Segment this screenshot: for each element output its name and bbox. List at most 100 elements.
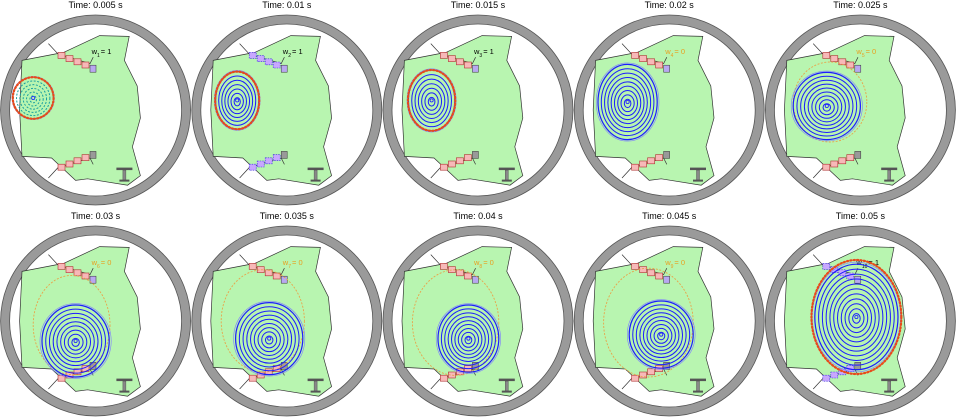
pf-coil: [830, 371, 839, 379]
flux-contour: [811, 91, 843, 123]
beam-base: [310, 179, 321, 182]
flux-contour: [26, 91, 41, 107]
plasma-flux-surfaces: [790, 70, 863, 142]
magnetic-axis: [625, 100, 630, 105]
flux-contour: [457, 327, 480, 352]
support-beam-icon: [307, 378, 324, 393]
separatrix: [39, 303, 112, 379]
flux-contour: [230, 92, 244, 111]
pf-coil: [272, 154, 281, 161]
plasma-flux-surfaces: [233, 300, 306, 377]
control-coil: [663, 64, 670, 73]
pf-coil: [448, 371, 456, 379]
flux-contour: [635, 308, 687, 362]
lower-coil-stack: [812, 151, 862, 179]
lower-coil-stack: [621, 151, 670, 179]
flux-contour: [833, 288, 880, 348]
pf-coil: [639, 160, 647, 168]
control-coil: [472, 275, 479, 284]
weight-symbol: w: [855, 258, 862, 267]
flux-contour: [836, 293, 876, 343]
pf-coil: [65, 55, 74, 62]
weight-label: w8= 0: [473, 258, 494, 270]
pf-coil: [248, 263, 257, 270]
vessel-outer-edge: [191, 14, 383, 206]
flux-contour: [454, 324, 483, 355]
support-beam-icon: [498, 378, 515, 393]
weight-symbol: w: [91, 47, 98, 56]
upper-coil-stack: [812, 43, 862, 73]
control-coil: [854, 64, 862, 73]
vessel-wall: [765, 226, 956, 416]
flux-contour: [600, 68, 655, 137]
flux-contour: [807, 87, 846, 126]
pf-coil: [65, 160, 74, 168]
pf-coil: [256, 266, 265, 273]
panel-10: Time: 0.05 s w10= 1: [765, 211, 956, 417]
flux-contour: [41, 304, 110, 378]
weight-value: = 1: [101, 47, 112, 56]
beam-web: [505, 169, 509, 181]
panel-time-label: Time: 0.005 s: [68, 0, 123, 10]
support-beam-icon: [690, 378, 706, 393]
pf-coil: [440, 52, 448, 59]
pf-coil: [846, 154, 855, 161]
target-boundary-active: [406, 68, 457, 132]
pf-coil: [81, 154, 90, 161]
beam-top: [690, 378, 706, 382]
pf-coil: [440, 163, 448, 171]
pf-coil: [631, 52, 639, 59]
pf-coil: [464, 154, 472, 161]
support-beam-icon: [116, 378, 133, 393]
pf-coil: [57, 374, 66, 382]
weight-symbol: w: [282, 47, 289, 56]
vessel-wall: [574, 15, 765, 205]
control-coil: [663, 275, 670, 284]
weight-index: 9: [671, 264, 674, 270]
flux-contour: [822, 103, 832, 112]
weight-value: = 0: [866, 47, 877, 56]
support-beam-icon: [498, 167, 515, 182]
pf-coil: [464, 272, 472, 280]
magnetic-axis: [73, 338, 78, 343]
control-coil: [89, 64, 97, 73]
flux-contour: [646, 320, 676, 351]
pf-coil: [830, 160, 839, 168]
pf-coil: [822, 374, 831, 382]
flux-contour: [815, 95, 839, 119]
flux-contour: [632, 304, 691, 366]
panel-9: Time: 0.045 s w9= 0: [573, 211, 765, 417]
lower-coil-stack: [430, 151, 479, 179]
flux-contour: [424, 92, 439, 111]
flux-contour: [607, 76, 648, 129]
pf-coil: [81, 272, 90, 280]
panel-time-label: Time: 0.035 s: [260, 211, 315, 221]
flux-contour: [71, 337, 80, 347]
beam-top: [690, 167, 706, 171]
vessel-outer-edge: [0, 225, 191, 417]
panel-8: Time: 0.04 s w8= 0: [382, 211, 574, 417]
flux-contour: [235, 302, 304, 376]
pf-coil: [248, 163, 257, 171]
pf-coil: [822, 163, 831, 171]
beam-top: [498, 378, 515, 382]
upper-coil-stack: [621, 43, 670, 73]
vessel-outer-edge: [573, 225, 765, 417]
panel-7: Time: 0.035 s w7= 0: [191, 211, 383, 417]
support-beam-icon: [116, 167, 133, 182]
weight-label: w4= 0: [664, 47, 685, 59]
plasma-flux-surfaces: [39, 303, 112, 379]
pf-coil: [256, 160, 265, 168]
magnetic-axis: [235, 98, 240, 103]
magnetic-axis: [659, 332, 664, 337]
flux-contour: [650, 323, 673, 348]
flux-contour: [238, 306, 300, 372]
separatrix: [233, 300, 306, 377]
weight-symbol: w: [473, 47, 480, 56]
pf-coil: [448, 266, 456, 273]
beam-base: [119, 179, 130, 182]
weight-index: 7: [288, 264, 291, 270]
vessel-wall: [191, 226, 382, 416]
